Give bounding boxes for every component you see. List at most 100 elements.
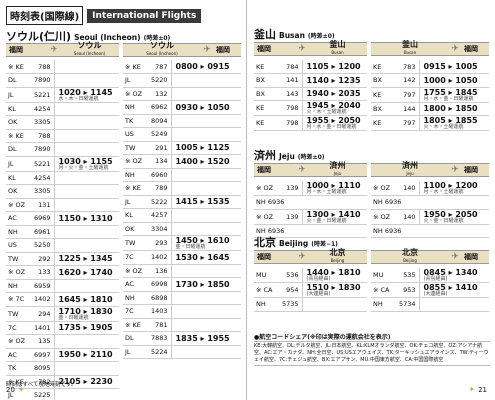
operation-note: 月・水・土曜運航 — [423, 189, 464, 195]
flight-row: KE 784 1105 ▸ 1200 — [254, 60, 367, 74]
time-range: 1140 ▸ 1235 — [306, 75, 361, 85]
flight-number: 3305 — [30, 115, 55, 130]
airline-code: DL — [123, 331, 147, 346]
flight-time: 1225 ▸ 1345 — [54, 252, 119, 266]
route-title-jeju: 済州 Jeju (時差±0) — [254, 147, 324, 163]
time-range: 1835 ▸ 1955 — [175, 333, 230, 343]
airline-code: JL — [6, 87, 30, 103]
section-header: 時刻表(国際線) International Flights — [6, 6, 202, 25]
flight-time — [171, 73, 241, 88]
flight-number: 5222 — [147, 195, 172, 209]
airline-code: TK — [6, 361, 30, 376]
operation-note: 火・金・日曜運航 — [306, 217, 347, 224]
flight-row: JL 5221 1030 ▸ 1155 月・火・金・土曜運航 — [6, 156, 119, 172]
flight-time: 1835 ▸ 1955 — [171, 331, 241, 346]
flight-time — [54, 279, 119, 293]
flight-time: 1020 ▸ 1145 水・木・日曜運航 — [54, 87, 119, 103]
destination: 釜山 Busan — [329, 40, 346, 56]
flight-row: NH 6961 — [6, 225, 119, 239]
star-icon: ✦ — [468, 385, 476, 394]
beijing-inbound-table: MU 535 0845 ▸ 1340 (青島経由) ※ CA 953 0855 ▸ 1410… — [371, 268, 489, 312]
flight-time — [54, 334, 119, 349]
flight-row: OK 3304 — [123, 222, 241, 236]
airline-code: ※ OZ — [254, 209, 278, 225]
codeshare-flight: NH 6936 — [254, 195, 367, 210]
airline-code: ※ OZ — [123, 264, 147, 278]
flight-number: 5250 — [30, 238, 55, 253]
time-range: 1950 ▸ 2050 — [423, 209, 478, 219]
airline-code: JL — [123, 345, 147, 359]
airline-code: MU — [254, 268, 278, 283]
codeshare-row: NH 6936 — [371, 195, 489, 210]
destination: 福岡 — [216, 46, 230, 54]
time-range: 1020 ▸ 1145 — [58, 87, 113, 97]
flight-time — [54, 225, 119, 239]
flight-row: ※ CA 953 0855 ▸ 1410 (大連経由) — [371, 282, 489, 298]
airline-code: KE — [371, 60, 395, 74]
flight-row: BX 143 1940 ▸ 2035 — [254, 87, 367, 101]
flight-number: 3305 — [30, 184, 55, 199]
destination: 福岡 — [464, 166, 478, 174]
airline-code: OK — [6, 184, 30, 199]
flight-time — [54, 142, 119, 157]
route-name: 北京 — [254, 236, 276, 249]
airplane-icon: ✈ — [298, 252, 306, 262]
flight-row: TW 292 1225 ▸ 1345 — [6, 252, 119, 266]
flight-row: AC 6998 1730 ▸ 1850 — [123, 277, 241, 292]
time-difference: (時差±0) — [307, 33, 335, 40]
flight-time: 1105 ▸ 1200 — [302, 60, 367, 74]
time-range: 1510 ▸ 1830 — [306, 283, 361, 292]
flight-time — [171, 345, 241, 359]
time-range: 1100 ▸ 1200 — [423, 181, 478, 190]
airline-code: KE — [371, 115, 395, 131]
operation-note: 月・水・金・日曜運航 — [306, 124, 357, 130]
flight-time — [54, 184, 119, 199]
airline-code: TW — [123, 235, 147, 251]
codeshare-flight: NH 6936 — [371, 195, 489, 210]
origin: 福岡 — [257, 166, 271, 174]
route-bar-inbound: 済州 Jeju ✈ 福岡 — [371, 162, 489, 177]
route-name-en: Busan — [279, 31, 305, 40]
airline-code: JL — [6, 156, 30, 172]
airline-code: ※ OZ — [6, 334, 30, 349]
airline-code: ※ KE — [6, 60, 30, 74]
flight-number: 782 — [30, 375, 55, 389]
flight-row: ※ OZ 132 — [123, 87, 241, 101]
flight-time: 1645 ▸ 1810 — [54, 292, 119, 307]
airline-code: BX — [254, 87, 278, 101]
time-range: 1225 ▸ 1345 — [58, 254, 113, 264]
flight-time: 1805 ▸ 1855 火・木・土曜運航 — [419, 115, 489, 131]
flight-time — [54, 238, 119, 253]
airline-code: KL — [6, 171, 30, 185]
flight-row: BX 144 1800 ▸ 1850 — [371, 102, 489, 116]
flight-time: 1300 ▸ 1410 火・金・日曜運航 — [302, 209, 367, 225]
local-time-footnote: 時刻はすべて現地時刻です。 — [6, 382, 77, 388]
airplane-icon: ✈ — [203, 45, 211, 55]
flight-row: ※ OZ 136 — [123, 264, 241, 278]
operation-note: 火・木・土曜運航 — [423, 124, 464, 130]
flight-row: TW 294 1710 ▸ 1830 金・日曜運航 — [6, 306, 119, 322]
flight-number: 1401 — [30, 321, 55, 335]
operation-note: (大連経由) — [423, 291, 448, 297]
flight-number: 535 — [395, 268, 420, 283]
flight-row: JL 5225 — [6, 388, 119, 400]
flight-number: 292 — [30, 252, 55, 266]
time-range: 1735 ▸ 1905 — [58, 323, 113, 333]
flight-row: ※ OZ 131 — [6, 198, 119, 212]
flight-row: ※ OZ 140 1950 ▸ 2050 火・金・日曜運航 — [371, 209, 489, 225]
flight-time — [171, 304, 241, 319]
operation-note: 月・水・土曜運航 — [306, 189, 347, 195]
flight-number: 6898 — [147, 291, 172, 305]
flight-time: 1530 ▸ 1645 — [171, 250, 241, 265]
jeju-outbound-table: ※ OZ 139 1000 ▸ 1110 月・水・土曜運航 NH 6936 ※ OZ 139… — [254, 181, 367, 238]
time-range: 1300 ▸ 1410 — [306, 209, 361, 219]
airline-code: NH — [6, 279, 30, 293]
flight-row: TK 8094 — [123, 114, 241, 128]
destination: ソウル Seoul (Incheon) — [73, 41, 106, 57]
flight-time: 1415 ▸ 1535 — [171, 195, 241, 209]
flight-time — [419, 297, 489, 312]
flight-number: 798 — [278, 100, 303, 116]
flight-row: JL 5224 — [123, 345, 241, 359]
time-difference: (時差−1) — [311, 241, 338, 248]
codeshare-row: NH 6936 — [254, 195, 367, 210]
